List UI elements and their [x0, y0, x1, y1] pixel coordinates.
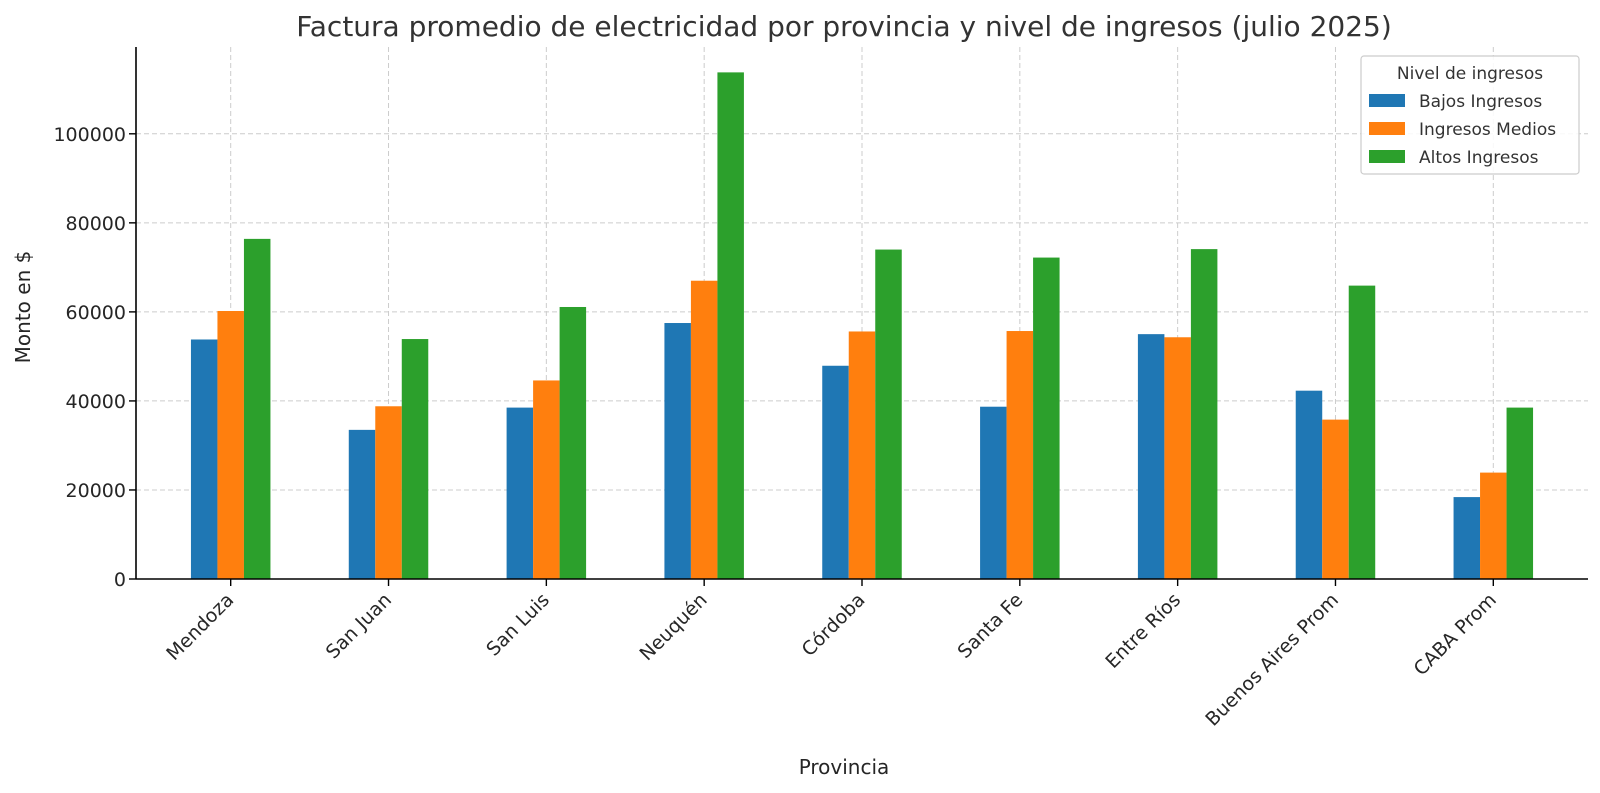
- legend-swatch: [1369, 122, 1405, 135]
- bar-altos-ingresos: [1190, 249, 1218, 579]
- legend-label: Altos Ingresos: [1419, 148, 1539, 168]
- bars-layer: [190, 72, 1534, 579]
- legend-swatch: [1369, 94, 1405, 107]
- x-tick-label: San Luis: [482, 589, 554, 661]
- bar-altos-ingresos: [1033, 257, 1060, 579]
- bar-ingresos-medios: [1480, 472, 1507, 579]
- x-tick-label: Córdoba: [798, 589, 870, 661]
- legend-swatch: [1369, 150, 1405, 163]
- x-tick-label: Buenos Aires Prom: [1201, 589, 1343, 731]
- bar-altos-ingresos: [875, 249, 902, 579]
- bar-ingresos-medios: [533, 380, 560, 579]
- x-tick-label: Santa Fe: [953, 589, 1027, 663]
- y-tick-label: 40000: [66, 391, 126, 413]
- bar-bajos-ingresos: [664, 323, 691, 579]
- bar-altos-ingresos: [401, 339, 429, 579]
- bar-altos-ingresos: [559, 306, 587, 579]
- bar-bajos-ingresos: [980, 406, 1007, 579]
- y-tick-label: 0: [114, 569, 126, 591]
- bar-altos-ingresos: [1506, 407, 1534, 579]
- bar-bajos-ingresos: [1137, 334, 1165, 579]
- chart-title: Factura promedio de electricidad por pro…: [296, 10, 1392, 43]
- bar-ingresos-medios: [1164, 337, 1191, 579]
- bar-altos-ingresos: [1348, 285, 1376, 579]
- bar-ingresos-medios: [1006, 331, 1034, 579]
- bar-ingresos-medios: [690, 280, 718, 579]
- bar-bajos-ingresos: [1453, 497, 1481, 579]
- bar-ingresos-medios: [1322, 419, 1349, 579]
- y-tick-label: 60000: [66, 302, 126, 324]
- legend: Nivel de ingresos Bajos Ingresos Ingresos…: [1360, 55, 1580, 175]
- legend-frame: [1360, 55, 1580, 175]
- bar-bajos-ingresos: [506, 407, 534, 579]
- legend-title: Nivel de ingresos: [1397, 64, 1543, 84]
- y-tick-label: 20000: [66, 480, 126, 502]
- x-tick-label: Entre Ríos: [1101, 589, 1185, 673]
- bar-ingresos-medios: [848, 331, 876, 579]
- legend-label: Ingresos Medios: [1419, 120, 1556, 140]
- bar-altos-ingresos: [717, 72, 744, 579]
- bar-bajos-ingresos: [348, 429, 376, 579]
- y-tick-label: 80000: [66, 213, 126, 235]
- bar-ingresos-medios: [375, 406, 402, 579]
- bar-bajos-ingresos: [190, 339, 218, 579]
- legend-items: Bajos Ingresos Ingresos Medios Altos Ingre…: [1369, 92, 1556, 168]
- x-tick-label: Mendoza: [162, 589, 238, 665]
- x-tick-label: San Juan: [322, 589, 396, 663]
- x-tick-label: Neuquén: [635, 589, 711, 665]
- y-axis-label: Monto en $: [11, 251, 35, 364]
- x-axis-label: Provincia: [799, 755, 890, 779]
- bar-altos-ingresos: [243, 238, 271, 579]
- legend-label: Bajos Ingresos: [1419, 92, 1542, 112]
- bar-bajos-ingresos: [822, 365, 849, 579]
- x-tick-label: CABA Prom: [1410, 589, 1501, 680]
- bar-bajos-ingresos: [1295, 390, 1323, 579]
- y-tick-label: 100000: [53, 124, 126, 146]
- ticks-layer: 0 20000 40000 60000 80000 100000 Mendoza San Ju…: [53, 124, 1500, 731]
- bar-ingresos-medios: [217, 310, 244, 579]
